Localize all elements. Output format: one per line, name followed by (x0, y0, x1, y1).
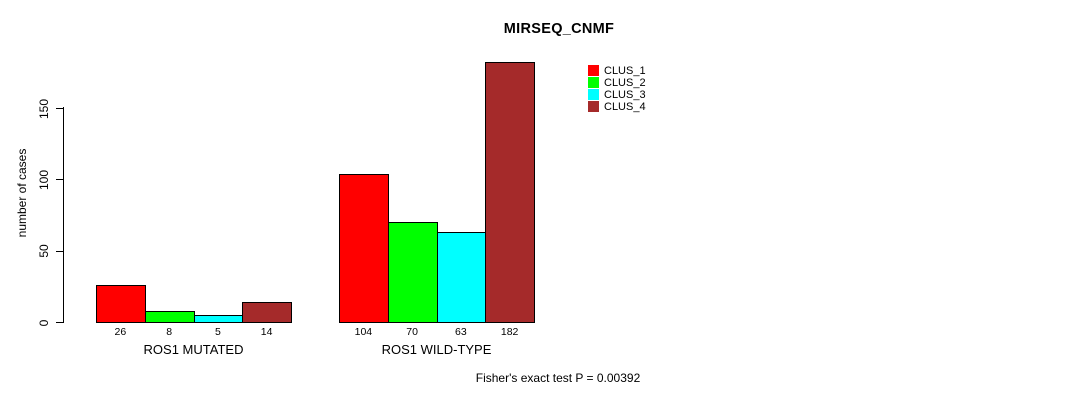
bar-clus_4 (485, 62, 535, 323)
bar-value-label: 63 (455, 326, 467, 338)
legend-swatch-clus_4 (588, 101, 599, 112)
y-axis-tick (56, 179, 63, 181)
bar-clus_1 (96, 284, 146, 323)
bar-clus_3 (436, 232, 487, 323)
legend-label: CLUS_4 (604, 100, 646, 113)
bar-clus_1 (339, 173, 389, 323)
y-axis-tick-label: 100 (37, 169, 51, 190)
legend-swatch-clus_3 (588, 89, 599, 100)
y-axis-tick-label: 50 (37, 244, 51, 258)
bar-value-label: 14 (260, 326, 273, 338)
bar-value-label: 5 (214, 326, 221, 338)
y-axis-tick-label: 0 (37, 319, 51, 326)
y-axis-tick-label: 150 (37, 98, 51, 119)
y-axis-line (63, 107, 64, 323)
y-axis-tick (56, 250, 63, 252)
bar-clus_2 (387, 222, 438, 323)
bar-value-label: 26 (114, 326, 127, 338)
bar-clus_4 (242, 302, 292, 323)
legend-swatch-clus_1 (588, 65, 599, 76)
bar-clus_2 (144, 310, 195, 323)
annotation-fisher-test: Fisher's exact test P = 0.00392 (475, 371, 641, 385)
bar-clus_3 (193, 314, 244, 323)
bar-value-label: 104 (354, 326, 373, 338)
chart-title: MIRSEQ_CNMF (503, 21, 615, 37)
legend-label: CLUS_2 (604, 76, 646, 89)
y-axis-tick (56, 108, 63, 109)
legend-label: CLUS_1 (604, 64, 646, 77)
legend-label: CLUS_3 (604, 88, 646, 101)
bar-value-label: 182 (500, 326, 519, 338)
legend-swatch-clus_2 (588, 77, 599, 88)
y-axis-title: number of cases (15, 148, 29, 238)
bar-value-label: 8 (166, 326, 173, 338)
x-category-label: ROS1 WILD-TYPE (381, 342, 492, 357)
y-axis-tick (56, 322, 63, 323)
bar-value-label: 70 (406, 326, 418, 338)
x-category-label: ROS1 MUTATED (143, 342, 244, 357)
